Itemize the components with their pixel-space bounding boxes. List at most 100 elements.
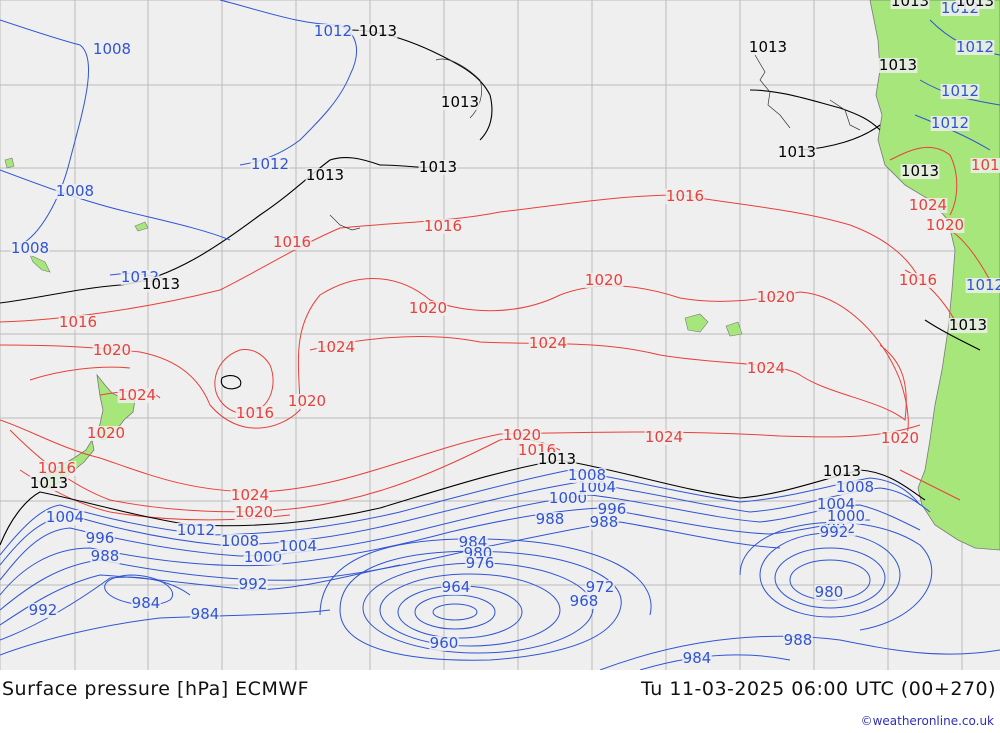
isobar-label-blue: 1004 [817,495,855,513]
isobar-label-blue: 1000 [549,489,587,507]
label-background [86,426,126,441]
isobar-992-a [0,564,401,626]
label-background [418,160,458,175]
isobar-1013-north [0,156,441,304]
lat-lon-grid [0,0,1000,670]
isobar-label-red: 1024 [645,428,683,446]
isobar-label-red: 1020 [503,426,541,444]
label-background [29,476,69,491]
isobar-label-red: 1020 [288,392,326,410]
label-background [358,24,398,39]
isobar-label-red: 1020 [409,299,447,317]
isobar-label-blue: 1004 [279,537,317,555]
isobar-label-blue: 1012 [931,114,969,132]
high-pressure-labels: 1016 1016 1016 1016 1016 1020 1020 1020 1020 1020… [37,156,1000,521]
label-background [569,594,599,609]
isobar-label-red: 1016 [424,217,462,235]
isobar-label-blue: 960 [430,634,459,652]
isobar-label-blue: 996 [86,529,115,547]
isobar-label-blue: 964 [442,578,471,596]
isobar-label-blue: 988 [91,547,120,565]
isobar-1008-nw [0,19,90,246]
label-background [682,651,712,666]
isobar-label-blue: 988 [590,513,619,531]
isobar-label-blue: 976 [466,554,495,572]
label-background [55,184,95,199]
label-background [272,235,312,250]
isobar-label-red: 1024 [231,486,269,504]
isobar-label-blue: 1008 [56,182,94,200]
isobar-1020-nw [29,366,131,381]
isobar-976 [362,562,594,654]
isobar-label-blue: 1000 [244,548,282,566]
label-background [502,428,542,443]
isobar-label-blue: 968 [570,592,599,610]
isobar-1013-andes [924,319,981,351]
isobar-996 [0,521,781,611]
label-background [535,512,565,527]
label-background [250,157,290,172]
standard-pressure-labels: 1013 1013 1013 1013 1013 1013 1013 1013 1013 1013… [29,0,995,492]
label-background [816,497,856,512]
label-background [898,273,938,288]
label-background [316,340,356,355]
isobar-label-blue: 992 [29,601,58,619]
isobar-964 [414,594,496,630]
isobar-label-red: 1020 [881,429,919,447]
isobar-1012-nw [219,0,358,166]
isobar-label-blue: 1000 [827,507,865,525]
isobar-988-long [599,635,1000,670]
label-background [955,0,995,9]
label-background [930,116,970,131]
isobar-label-red: 1016 [59,313,97,331]
label-background [423,219,463,234]
isobar-label-red: 1024 [909,196,947,214]
label-background [190,607,220,622]
isobar-label-blue: 1012 [956,38,994,56]
isobar-label-black: 1013 [823,462,861,480]
label-background [835,480,875,495]
isobar-label-red: 1016 [273,233,311,251]
label-background [235,406,275,421]
isobar-label-blue: 988 [536,510,565,528]
isobar-label-red: 1016 [971,156,1000,174]
label-background [287,394,327,409]
label-background [665,189,705,204]
isobar-label-black: 1013 [538,450,576,468]
isobar-label-blue: 1012 [966,276,1000,294]
label-background [278,539,318,554]
isobar-992-east [739,521,933,631]
label-background [748,40,788,55]
label-background [131,596,161,611]
isobar-label-black: 1013 [749,38,787,56]
isobar-label-red: 1024 [747,359,785,377]
isobar-label-red: 1020 [585,271,623,289]
label-background [955,40,995,55]
isobar-988-a [0,576,191,641]
label-background [819,525,849,540]
credit-link[interactable]: ©weatheronline.co.uk [860,714,994,728]
isobar-label-black: 1013 [778,143,816,161]
isobar-980 [339,550,622,661]
pacific-islands [4,157,743,337]
isobar-label-blue: 1012 [251,155,289,173]
label-background [408,301,448,316]
label-background [243,550,283,565]
pressure-map[interactable]: 1016 1016 1016 1016 1016 1020 1020 1020 1020 1020… [0,0,1000,670]
label-background [925,218,965,233]
label-background [176,523,216,538]
isobar-label-black: 1013 [901,162,939,180]
label-background [567,468,607,483]
footer-bar [0,670,1000,733]
isobar-label-blue: 1004 [46,508,84,526]
label-background [970,158,1000,173]
isobar-label-red: 1020 [757,288,795,306]
isobar-lines [0,0,1000,670]
map-title: Surface pressure [hPa] ECMWF [2,678,310,700]
isobar-984-east [774,547,886,609]
isobar-label-blue: 984 [191,605,220,623]
isobar-1016-andes-1 [889,146,958,216]
label-background [141,277,181,292]
isobar-988-east [759,532,901,618]
label-background [92,42,132,57]
